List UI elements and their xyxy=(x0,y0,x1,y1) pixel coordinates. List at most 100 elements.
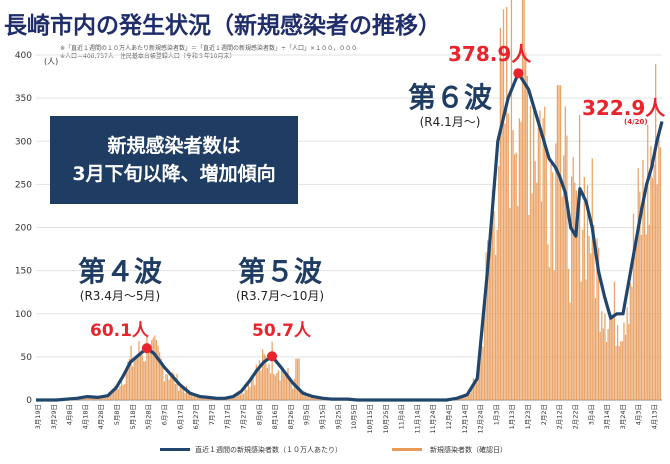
bar xyxy=(596,238,598,400)
bar xyxy=(482,346,484,400)
bar xyxy=(90,397,93,400)
peak-marker xyxy=(267,351,278,362)
wave-5-peak: 50.7人 xyxy=(252,321,311,341)
y-tick-label: 350 xyxy=(15,94,32,104)
bar xyxy=(177,390,180,400)
bar xyxy=(170,376,172,400)
bar xyxy=(130,345,132,400)
bar xyxy=(602,328,604,400)
bar xyxy=(558,85,560,400)
bar xyxy=(631,286,633,400)
bar xyxy=(655,64,657,400)
bar xyxy=(200,398,202,400)
bar xyxy=(510,0,513,401)
bar xyxy=(634,251,636,400)
bar xyxy=(599,331,601,400)
summary-line-2: 3月下旬以降、増加傾向 xyxy=(72,163,276,185)
bar xyxy=(138,341,140,400)
wave-4-label: 第４波 (R3.4月～5月) xyxy=(60,256,180,304)
bar xyxy=(571,176,573,400)
bar xyxy=(109,394,112,400)
bar xyxy=(133,361,135,400)
bar xyxy=(144,361,146,400)
bar xyxy=(499,28,501,400)
bar xyxy=(623,322,625,400)
bar xyxy=(498,166,500,400)
peak-marker xyxy=(141,343,152,354)
bar xyxy=(555,143,557,400)
bar xyxy=(282,371,284,400)
bar xyxy=(263,354,265,400)
bar xyxy=(288,378,291,400)
wave-6-label: 第６波 (R4.1月～) xyxy=(395,82,505,130)
bar xyxy=(307,395,310,400)
bar xyxy=(135,357,137,400)
x-tick-label: 7月17日 xyxy=(224,404,232,429)
bar xyxy=(626,307,628,400)
bar xyxy=(575,190,578,400)
bar xyxy=(507,113,509,400)
bar xyxy=(290,382,292,400)
bar xyxy=(281,365,283,400)
bar xyxy=(556,85,559,400)
bar xyxy=(496,230,498,400)
bar xyxy=(168,379,170,400)
bar xyxy=(534,161,536,400)
bar xyxy=(502,9,505,400)
bar xyxy=(485,252,487,400)
bar xyxy=(231,397,234,400)
bar xyxy=(136,358,139,400)
x-tick-label: 9月25日 xyxy=(334,404,342,429)
bar xyxy=(488,245,490,400)
bar xyxy=(632,213,635,400)
x-tick-label: 6月7日 xyxy=(160,404,168,425)
y-tick-label: 100 xyxy=(15,310,32,320)
bar xyxy=(613,281,616,400)
bar xyxy=(563,155,565,400)
bar xyxy=(566,135,568,401)
bar xyxy=(184,393,186,400)
bar xyxy=(536,182,538,400)
wave-5-name: 第５波 xyxy=(237,255,322,288)
bar xyxy=(639,191,641,400)
bar xyxy=(583,177,585,400)
bar xyxy=(469,393,471,400)
bar xyxy=(149,349,151,400)
bar xyxy=(540,201,543,400)
bar xyxy=(120,379,123,400)
bar xyxy=(610,315,612,400)
bar xyxy=(528,215,530,400)
bar xyxy=(284,375,286,400)
bar xyxy=(612,314,614,400)
x-tick-label: 2月12日 xyxy=(556,404,564,429)
bar xyxy=(593,225,595,400)
bar xyxy=(645,234,647,400)
bar xyxy=(105,396,107,400)
legend-bar-label: 新規感染者数（確認日） xyxy=(430,446,507,454)
bar xyxy=(273,373,275,400)
bar xyxy=(266,367,269,400)
bar xyxy=(86,397,88,400)
bar xyxy=(201,397,204,400)
bar xyxy=(300,389,302,400)
bar xyxy=(119,385,121,400)
legend-line-swatch xyxy=(160,448,190,451)
x-ticks: 3月19日 3月29日 4月8日 4月18日 4月28日 5月8日 5月18日 5月28日 6月… xyxy=(34,404,659,434)
bar xyxy=(601,311,603,400)
x-tick-label: 8月26日 xyxy=(287,404,295,429)
bar xyxy=(620,341,622,400)
bar xyxy=(653,164,655,400)
summary-box: 新規感染者数は 3月下旬以降、増加傾向 xyxy=(50,116,298,204)
x-tick-label: 5月18日 xyxy=(129,404,137,429)
x-tick-label: 6月27日 xyxy=(192,404,200,429)
bar xyxy=(651,177,654,400)
bar xyxy=(615,345,617,400)
bar xyxy=(590,253,592,400)
bar xyxy=(466,395,468,400)
bar xyxy=(269,373,272,400)
bar xyxy=(250,378,253,400)
x-tick-label: 5月28日 xyxy=(145,404,153,429)
bar xyxy=(544,106,546,401)
bar xyxy=(521,0,524,401)
bar xyxy=(189,390,191,400)
